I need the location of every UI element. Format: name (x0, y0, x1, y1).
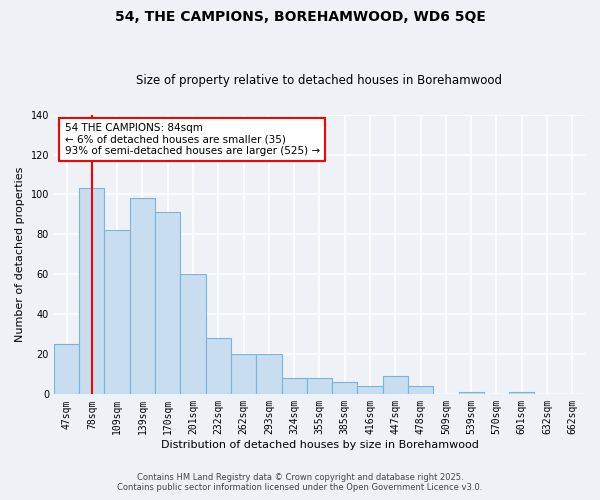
Bar (458, 392, 484, 394)
Title: Size of property relative to detached houses in Borehamwood: Size of property relative to detached ho… (136, 74, 502, 87)
Bar (408, 386, 433, 394)
Bar (358, 386, 383, 394)
Bar (181, 274, 206, 394)
Text: 54, THE CAMPIONS, BOREHAMWOOD, WD6 5QE: 54, THE CAMPIONS, BOREHAMWOOD, WD6 5QE (115, 10, 485, 24)
Bar (54, 344, 79, 395)
Bar (231, 354, 256, 395)
Bar (509, 392, 535, 394)
Bar (256, 354, 281, 395)
X-axis label: Distribution of detached houses by size in Borehamwood: Distribution of detached houses by size … (161, 440, 478, 450)
Bar (332, 382, 358, 394)
Bar (281, 378, 307, 394)
Bar (79, 188, 104, 394)
Bar (307, 378, 332, 394)
Text: Contains HM Land Registry data © Crown copyright and database right 2025.
Contai: Contains HM Land Registry data © Crown c… (118, 473, 482, 492)
Bar (383, 376, 408, 394)
Text: 54 THE CAMPIONS: 84sqm
← 6% of detached houses are smaller (35)
93% of semi-deta: 54 THE CAMPIONS: 84sqm ← 6% of detached … (65, 123, 320, 156)
Bar (130, 198, 155, 394)
Bar (104, 230, 130, 394)
Y-axis label: Number of detached properties: Number of detached properties (15, 167, 25, 342)
Bar (155, 212, 181, 394)
Bar (206, 338, 231, 394)
